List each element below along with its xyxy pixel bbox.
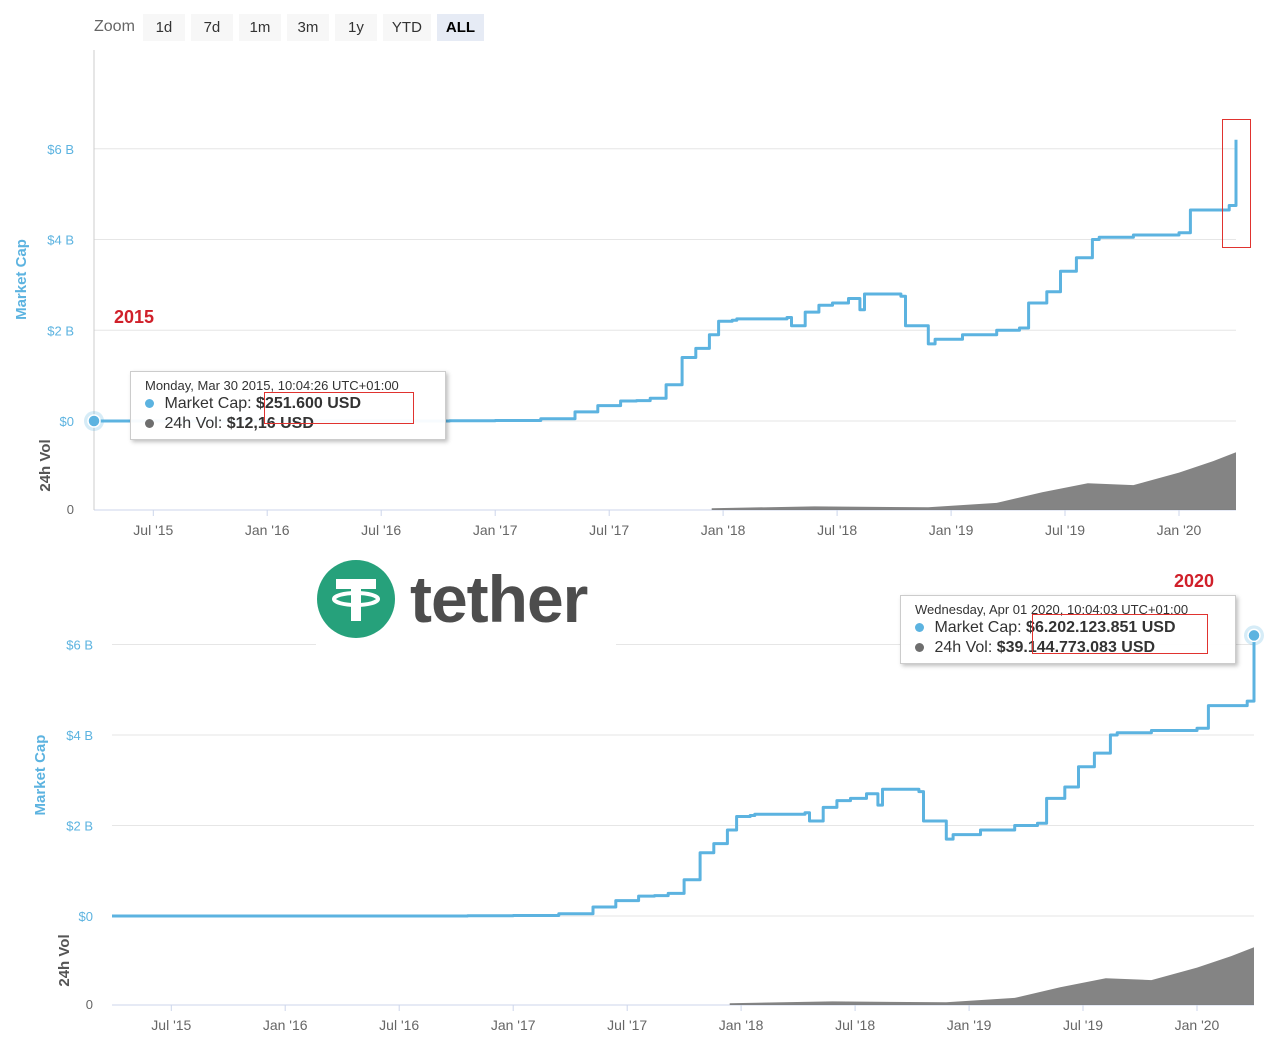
tooltip-market-cap-value: $251.600 USD	[256, 395, 362, 412]
market-cap-chart-2015: $0 $2 B $4 B $6 B 0 Market Cap 24h Vol Jul '15 J…	[13, 50, 1238, 538]
x-tick-label: Jan '18	[701, 522, 746, 538]
tooltip-volume-label: 24h Vol:	[934, 639, 993, 656]
x-tick-label: Jul '17	[607, 1017, 647, 1033]
tooltip-2015: Monday, Mar 30 2015, 10:04:26 UTC+01:00 …	[130, 371, 446, 440]
tooltip-market-cap-label: Market Cap:	[934, 619, 1022, 636]
market-cap-line-series	[112, 635, 1256, 918]
y-axis-title: Market Cap	[32, 735, 49, 816]
tooltip-market-cap-label: Market Cap:	[164, 395, 252, 412]
zoom-1m-button[interactable]: 1m	[238, 13, 281, 41]
y-tick-label: $2 B	[66, 819, 93, 834]
x-tick-label: Jul '18	[835, 1017, 875, 1033]
x-tick-label: Jan '16	[245, 522, 290, 538]
zoom-1d-button[interactable]: 1d	[142, 13, 185, 41]
y-tick-label: $0	[60, 414, 74, 429]
y2-tick-label: 0	[67, 502, 74, 517]
zoom-label: Zoom	[94, 18, 135, 35]
x-tick-label: Jan '17	[473, 522, 518, 538]
zoom-ytd-button[interactable]: YTD	[382, 13, 431, 41]
volume-dot-icon	[145, 419, 154, 428]
year-annotation-2015: 2015	[114, 307, 155, 327]
tooltip-2020: Wednesday, Apr 01 2020, 10:04:03 UTC+01:…	[900, 595, 1236, 664]
year-annotation-2020: 2020	[1174, 571, 1215, 591]
x-tick-label: Jan '19	[947, 1017, 992, 1033]
zoom-7d-button[interactable]: 7d	[190, 13, 233, 41]
x-tick-label: Jan '16	[263, 1017, 308, 1033]
y-tick-label: $4 B	[47, 233, 74, 248]
hover-marker-point	[87, 414, 101, 428]
market-cap-dot-icon	[915, 623, 924, 632]
tooltip-volume-row: 24h Vol: $39.144.773.083 USD	[915, 639, 1221, 657]
market-cap-dot-icon	[145, 399, 154, 408]
zoom-1y-button[interactable]: 1y	[334, 13, 377, 41]
x-tick-label: Jul '16	[379, 1017, 419, 1033]
tooltip-market-cap-row: Market Cap: $6.202.123.851 USD	[915, 619, 1221, 637]
tether-wordmark: tether	[410, 562, 588, 636]
x-tick-label: Jul '19	[1045, 522, 1085, 538]
y-tick-label: $4 B	[66, 728, 93, 743]
volume-dot-icon	[915, 643, 924, 652]
y2-axis-title: 24h Vol	[37, 439, 54, 491]
x-tick-label: Jul '15	[151, 1017, 191, 1033]
tooltip-volume-value: $12,16 USD	[226, 415, 314, 432]
zoom-all-button[interactable]: ALL	[436, 13, 485, 41]
x-tick-label: Jul '19	[1063, 1017, 1103, 1033]
tooltip-market-cap-row: Market Cap: $251.600 USD	[145, 395, 431, 413]
y2-tick-label: 0	[86, 997, 93, 1012]
x-tick-label: Jan '19	[929, 522, 974, 538]
zoom-bar: Zoom 1d 7d 1m 3m 1y YTD ALL	[94, 12, 485, 42]
tether-logo-icon	[317, 560, 395, 638]
tether-logo: tether	[316, 552, 616, 646]
x-tick-label: Jul '18	[817, 522, 857, 538]
zoom-3m-button[interactable]: 3m	[286, 13, 329, 41]
x-tick-label: Jan '17	[491, 1017, 536, 1033]
tooltip-market-cap-value: $6.202.123.851 USD	[1026, 619, 1176, 636]
y-axis-title: Market Cap	[13, 239, 30, 320]
y-tick-label: $2 B	[47, 323, 74, 338]
hover-marker-point	[1247, 628, 1261, 643]
y-tick-label: $6 B	[66, 638, 93, 653]
x-tick-label: Jan '20	[1175, 1017, 1220, 1033]
market-cap-chart-2020: $0 $2 B $4 B $6 B 0 Market Cap 24h Vol Jul '15 J…	[32, 625, 1264, 1033]
tooltip-date: Wednesday, Apr 01 2020, 10:04:03 UTC+01:…	[915, 602, 1189, 617]
tooltip-volume-label: 24h Vol:	[164, 415, 223, 432]
tooltip-date: Monday, Mar 30 2015, 10:04:26 UTC+01:00	[145, 378, 399, 393]
y-tick-label: $0	[79, 909, 93, 924]
volume-area-series	[711, 452, 1236, 510]
y2-axis-title: 24h Vol	[56, 934, 73, 986]
x-tick-label: Jul '16	[361, 522, 401, 538]
x-tick-label: Jul '17	[589, 522, 629, 538]
tooltip-volume-row: 24h Vol: $12,16 USD	[145, 415, 431, 433]
tooltip-volume-value: $39.144.773.083 USD	[996, 639, 1156, 656]
market-cap-line-series	[94, 139, 1238, 423]
y-tick-label: $6 B	[47, 142, 74, 157]
volume-area-series	[729, 947, 1254, 1005]
x-tick-label: Jan '18	[719, 1017, 764, 1033]
x-tick-label: Jan '20	[1157, 522, 1202, 538]
x-tick-label: Jul '15	[133, 522, 173, 538]
